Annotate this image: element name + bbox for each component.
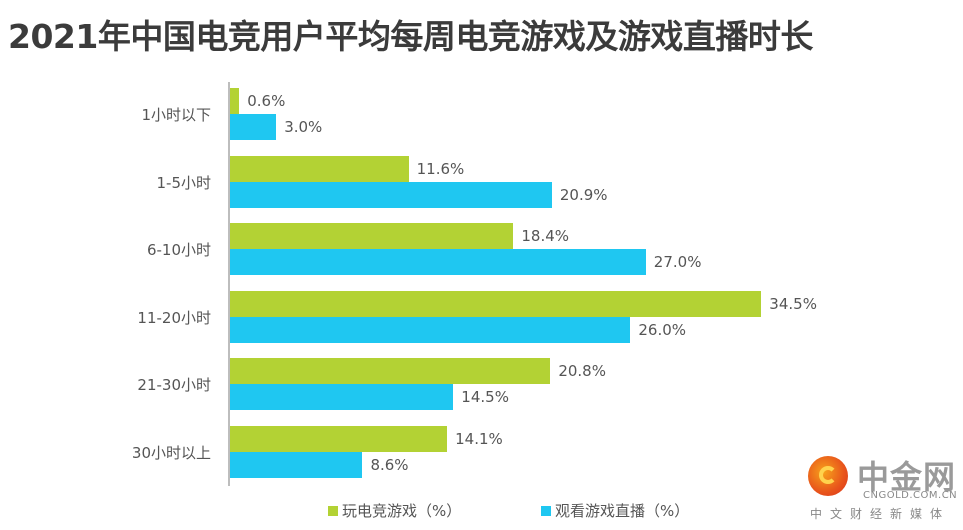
data-label: 14.1% [455,430,503,448]
legend-swatch-blue [541,505,551,516]
category-label: 1-5小时 [156,173,212,192]
bar-watch-streams [230,249,646,276]
bar-play-games [230,358,551,385]
watermark-logo: 中金网 CNGOLD.COM.CN 中文财经新媒体 [805,452,960,527]
legend-item-play: 玩电竞游戏（%） [328,500,461,521]
bar-watch-streams [230,114,277,140]
category-label: 11-20小时 [137,308,211,327]
data-label: 20.8% [558,362,606,381]
legend-label-watch: 观看游戏直播（%） [555,502,690,520]
bar-watch-streams [230,452,363,478]
bar-play-games [230,426,448,452]
data-label: 14.5% [461,388,509,407]
legend-item-watch: 观看游戏直播（%） [541,500,689,521]
data-label: 26.0% [638,320,687,339]
bar-watch-streams [230,181,552,208]
bar-play-games [230,223,514,250]
data-label: 0.6% [247,92,286,110]
category-label: 6-10小时 [146,241,211,260]
data-label: 18.4% [521,227,570,246]
category-label: 1小时以下 [141,106,211,124]
cngold-logo-icon [808,456,848,496]
watermark-url: CNGOLD.COM.CN [863,490,958,501]
data-label: 3.0% [284,118,323,136]
bar-play-games [230,155,409,182]
category-label: 30小时以上 [131,444,211,462]
watermark-name: 中金网 [857,458,957,496]
legend-label-play: 玩电竞游戏（%） [342,502,462,520]
category-label: 21-30小时 [137,376,211,395]
data-label: 8.6% [370,456,409,474]
data-label: 11.6% [416,159,465,178]
data-label: 34.5% [769,294,817,313]
bar-watch-streams [230,384,454,411]
legend-swatch-green [328,505,338,516]
watermark-tagline: 中文财经新媒体 [810,507,951,521]
bar-play-games [230,290,762,317]
bar-play-games [230,88,240,114]
bar-watch-streams [230,316,631,343]
chart-title: 2021年中国电竞用户平均每周电竞游戏及游戏直播时长 [8,17,813,56]
y-axis-line [228,82,230,486]
data-label: 20.9% [559,185,608,204]
data-label: 27.0% [653,253,702,272]
